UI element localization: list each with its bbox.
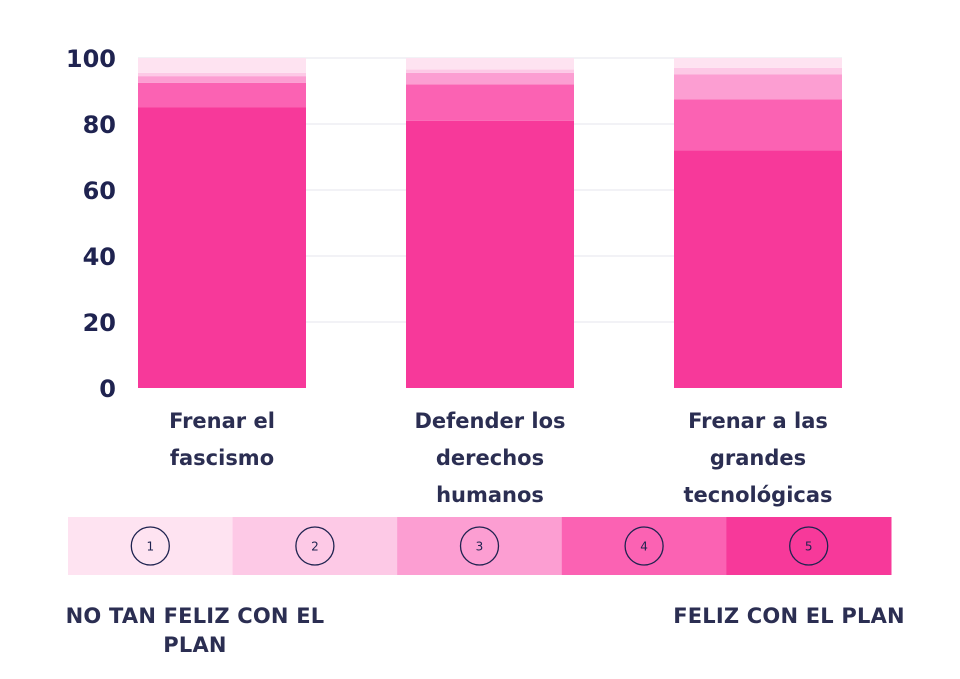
scale-number: 4 (640, 540, 648, 554)
bar-segment (138, 107, 306, 388)
y-tick-label: 40 (83, 243, 116, 271)
bar-segment (138, 82, 306, 108)
x-tick-label: humanos (436, 483, 544, 507)
bar-segment (674, 67, 842, 75)
y-tick-label: 20 (83, 309, 116, 337)
y-axis-ticks: 0 20 40 60 80 100 (66, 45, 116, 403)
x-tick-label: Frenar a las (688, 409, 828, 433)
y-tick-label: 100 (66, 45, 116, 73)
bar-segment (674, 99, 842, 151)
bar-segment (406, 69, 574, 73)
bar-segment (674, 150, 842, 388)
scale-number: 1 (146, 540, 154, 554)
bar-segment (674, 58, 842, 68)
y-tick-label: 0 (99, 375, 116, 403)
x-tick-label: tecnológicas (683, 483, 832, 507)
bar-segment (406, 120, 574, 388)
category-labels: Frenar el fascismo Defender los derechos hum… (169, 409, 832, 507)
y-tick-label: 60 (83, 177, 116, 205)
scale-circle (624, 526, 664, 566)
scale-number: 3 (476, 540, 484, 554)
bar-segment (674, 74, 842, 100)
scale-circle (130, 526, 170, 566)
scale-left-label: NO TAN FELIZ CON EL PLAN (65, 604, 325, 657)
bars (138, 58, 842, 388)
scale-circle (295, 526, 335, 566)
bar-segment (406, 84, 574, 121)
bar-segment (138, 72, 306, 77)
bar-segment (138, 76, 306, 83)
bar-segment (406, 58, 574, 70)
scale-number: 2 (311, 540, 319, 554)
x-tick-label: Frenar el (169, 409, 275, 433)
scale-number: 5 (805, 540, 813, 554)
x-tick-label: grandes (710, 446, 806, 470)
y-tick-label: 80 (83, 111, 116, 139)
bar-segment (138, 58, 306, 73)
scale-circle (789, 526, 829, 566)
scale-legend: 1 2 3 4 5 (68, 517, 892, 575)
scale-right-label: FELIZ CON EL PLAN (673, 604, 905, 628)
bar-segment (406, 72, 574, 85)
x-tick-label: derechos (436, 446, 544, 470)
scale-circle (459, 526, 500, 566)
x-tick-label: fascismo (170, 446, 274, 470)
x-tick-label: Defender los (414, 409, 565, 433)
